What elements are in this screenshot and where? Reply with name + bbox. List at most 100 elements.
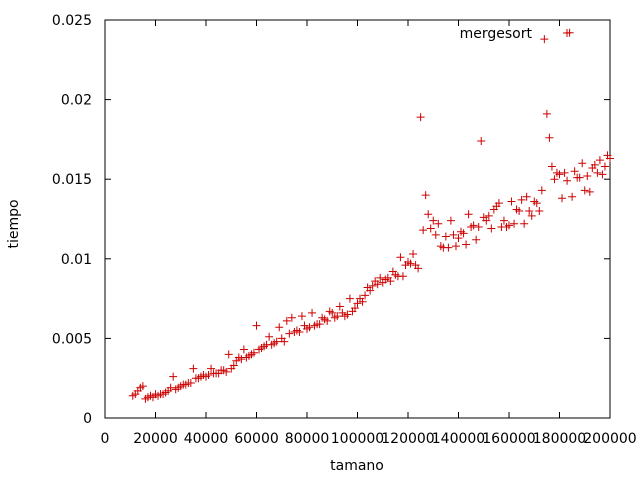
data-point bbox=[207, 364, 216, 373]
plot-frame bbox=[104, 19, 611, 419]
data-point bbox=[426, 224, 435, 233]
data-point bbox=[570, 167, 579, 176]
data-point bbox=[275, 323, 284, 332]
data-point bbox=[606, 154, 614, 163]
data-point bbox=[169, 372, 178, 381]
data-point bbox=[462, 240, 471, 249]
data-point bbox=[469, 221, 478, 230]
data-point bbox=[414, 264, 423, 273]
data-point bbox=[505, 221, 513, 230]
x-tick-label: 180000 bbox=[533, 431, 586, 447]
legend-label-mergesort: mergesort bbox=[460, 26, 533, 42]
data-point bbox=[335, 302, 344, 311]
data-point bbox=[517, 195, 526, 204]
data-point bbox=[535, 207, 544, 216]
data-point bbox=[343, 310, 352, 319]
data-point bbox=[487, 224, 496, 233]
data-point bbox=[464, 210, 473, 219]
data-point bbox=[285, 329, 294, 338]
data-point bbox=[366, 286, 375, 295]
data-point bbox=[484, 211, 493, 220]
data-point bbox=[406, 259, 415, 268]
y-tick-label: 0.025 bbox=[52, 13, 92, 29]
data-point bbox=[373, 280, 382, 289]
x-tick-label: 60000 bbox=[234, 431, 279, 447]
x-tick-label: 100000 bbox=[331, 431, 384, 447]
y-tick-label: 0 bbox=[83, 411, 92, 427]
data-point bbox=[297, 312, 306, 321]
data-point bbox=[595, 156, 604, 165]
data-point bbox=[580, 186, 589, 195]
legend: mergesort bbox=[460, 26, 571, 42]
data-point bbox=[598, 170, 607, 179]
data-point bbox=[542, 109, 551, 118]
data-point bbox=[308, 308, 317, 317]
data-point bbox=[224, 350, 233, 359]
data-point bbox=[532, 199, 541, 208]
data-point bbox=[441, 232, 450, 241]
data-point bbox=[280, 337, 289, 346]
data-point bbox=[590, 160, 599, 169]
data-point bbox=[265, 332, 274, 341]
data-point bbox=[368, 281, 377, 290]
data-point bbox=[376, 273, 385, 282]
data-point bbox=[323, 316, 332, 325]
x-tick-label: 140000 bbox=[432, 431, 485, 447]
data-point bbox=[507, 197, 516, 206]
data-point bbox=[237, 355, 246, 364]
x-tick-label: 0 bbox=[101, 431, 110, 447]
data-point bbox=[520, 219, 529, 228]
y-tick-label: 0.005 bbox=[52, 331, 92, 347]
data-point bbox=[550, 175, 559, 184]
data-point bbox=[583, 172, 592, 181]
data-point bbox=[328, 308, 337, 317]
data-point bbox=[287, 313, 296, 322]
data-point bbox=[494, 199, 503, 208]
data-point bbox=[398, 272, 407, 281]
data-point bbox=[419, 226, 428, 235]
data-point bbox=[585, 187, 594, 196]
data-point bbox=[600, 162, 609, 171]
data-point bbox=[563, 176, 572, 185]
data-point bbox=[482, 216, 491, 225]
x-tick-label: 80000 bbox=[285, 431, 330, 447]
data-point bbox=[525, 207, 534, 216]
data-point bbox=[249, 348, 258, 357]
data-point bbox=[424, 210, 433, 219]
data-point bbox=[545, 133, 554, 142]
data-point bbox=[454, 234, 463, 243]
data-point bbox=[431, 230, 440, 239]
y-axis-title: tiempo bbox=[6, 199, 22, 248]
data-point bbox=[421, 191, 430, 200]
data-point bbox=[409, 250, 418, 259]
data-point bbox=[222, 367, 231, 376]
data-point bbox=[555, 170, 564, 179]
data-point bbox=[568, 192, 577, 201]
data-point bbox=[474, 222, 483, 231]
data-point bbox=[315, 320, 324, 329]
data-point bbox=[444, 243, 453, 252]
data-point bbox=[358, 297, 367, 306]
data-point bbox=[446, 216, 455, 225]
data-point bbox=[515, 207, 524, 216]
data-point bbox=[575, 173, 584, 182]
y-tick-label: 0.015 bbox=[52, 172, 92, 188]
x-tick-label: 120000 bbox=[381, 431, 434, 447]
data-point bbox=[459, 229, 468, 238]
data-point bbox=[350, 304, 359, 313]
data-point bbox=[386, 277, 395, 286]
data-point bbox=[416, 113, 425, 122]
x-tick-label: 40000 bbox=[184, 431, 229, 447]
data-point bbox=[353, 299, 362, 308]
data-point bbox=[361, 291, 370, 300]
data-point bbox=[345, 294, 354, 303]
data-point bbox=[295, 328, 304, 337]
data-point bbox=[429, 216, 438, 225]
x-tick-label: 20000 bbox=[133, 431, 178, 447]
data-point bbox=[451, 242, 460, 251]
data-point bbox=[593, 168, 602, 177]
data-point bbox=[189, 364, 198, 373]
data-point bbox=[449, 230, 458, 239]
